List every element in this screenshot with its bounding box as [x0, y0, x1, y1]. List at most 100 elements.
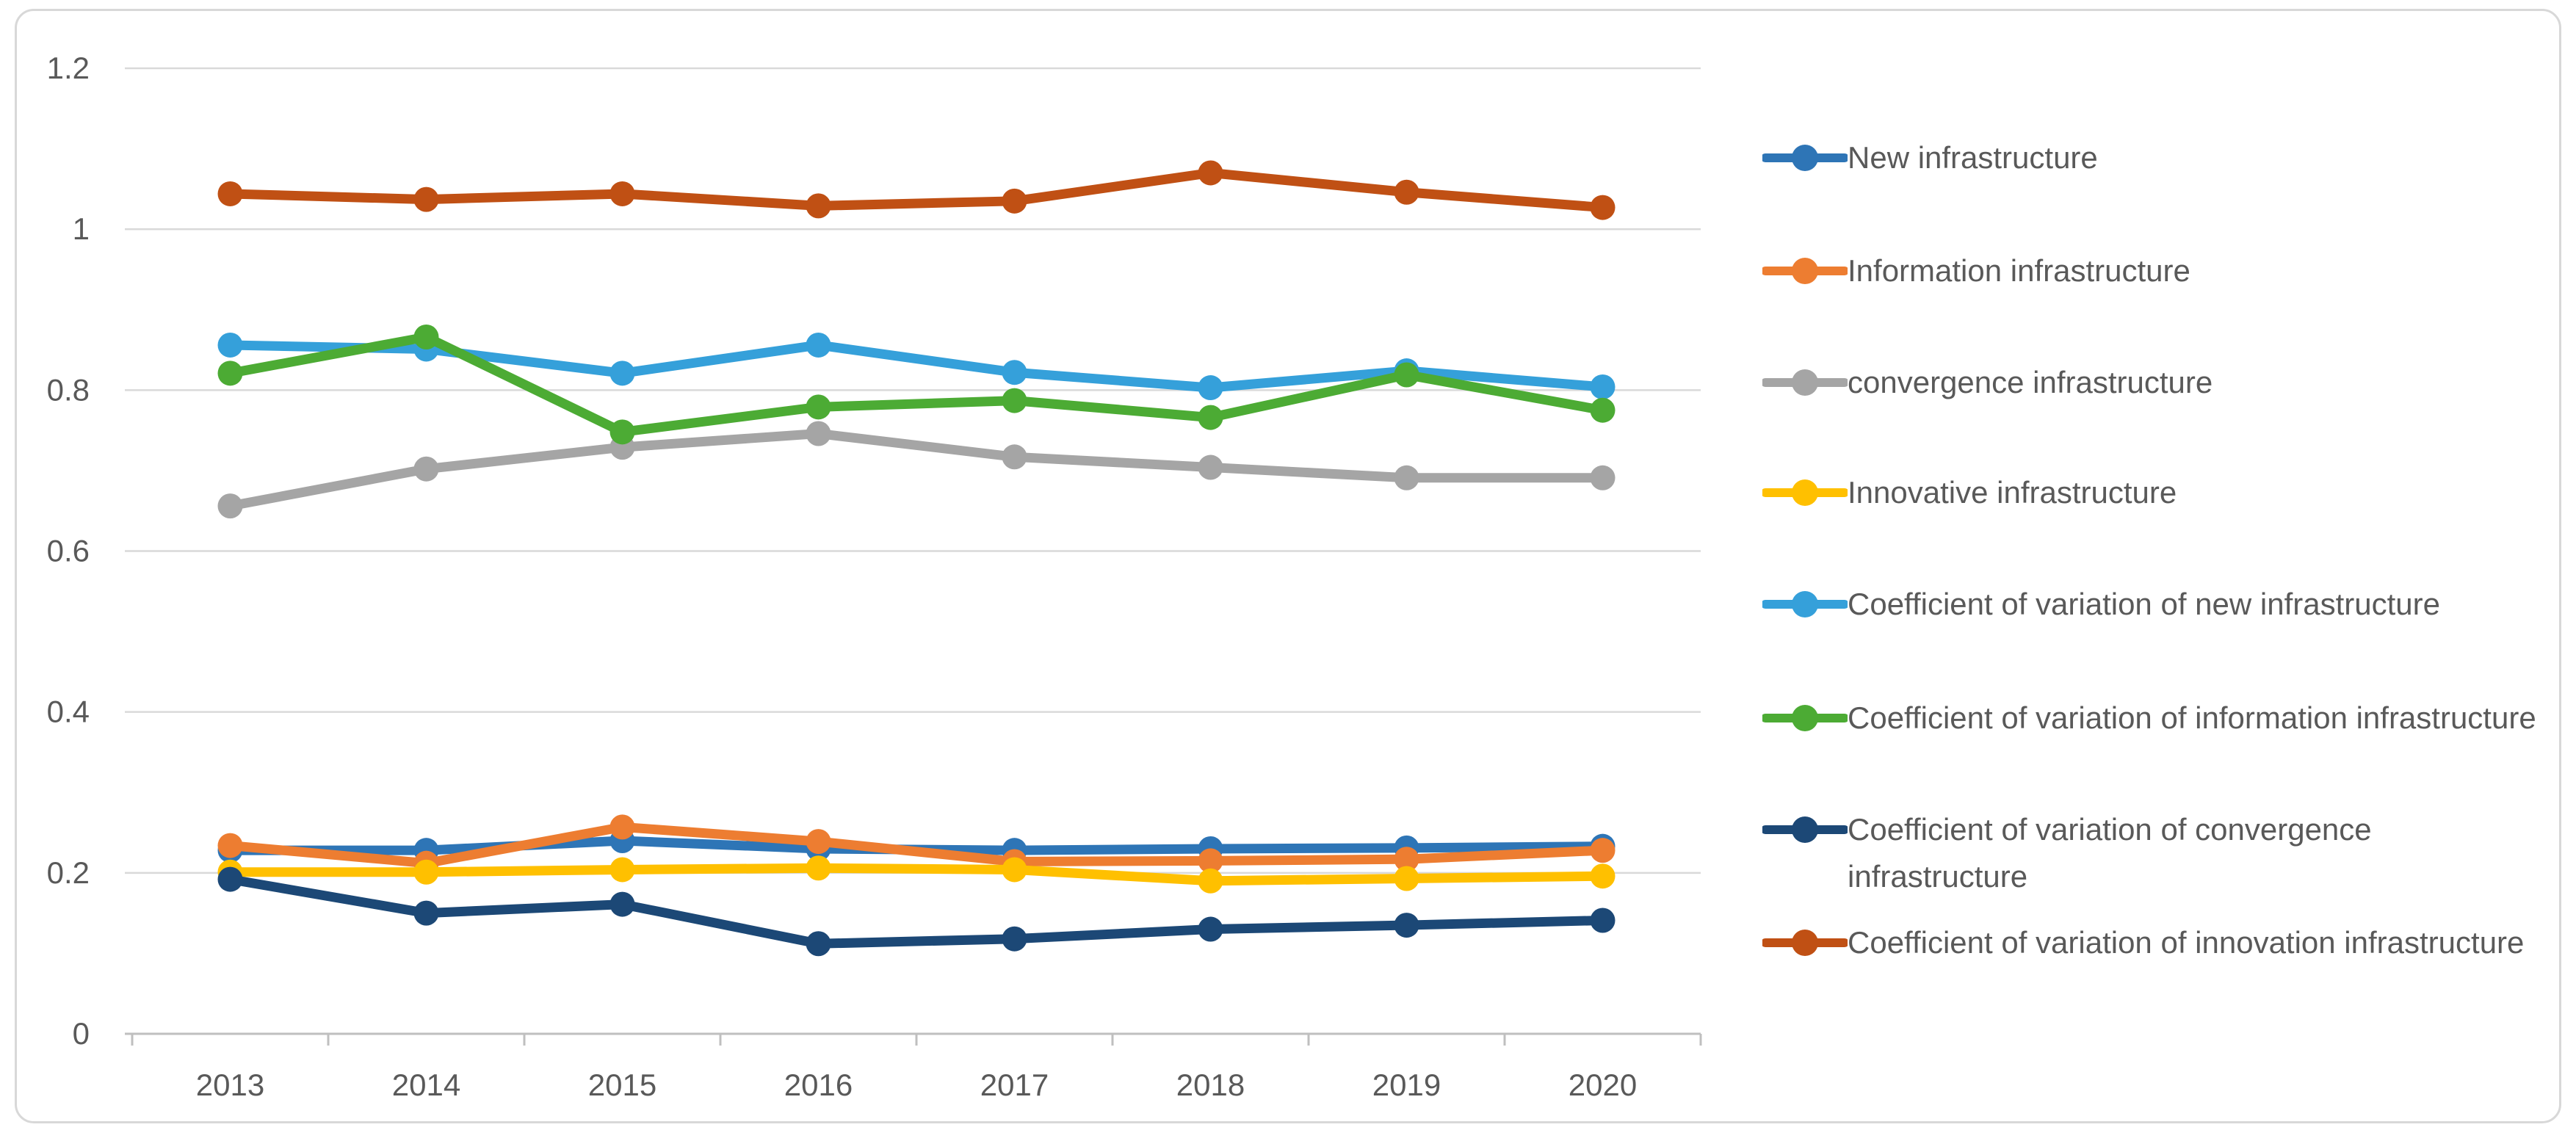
legend-label: Coefficient of variation of information …	[1848, 700, 2536, 735]
legend-item-convergence-infrastructure: convergence infrastructure	[1762, 359, 2545, 406]
data-point-innovative-infrastructure-2015	[609, 857, 635, 883]
x-tick-label-2019: 2019	[1372, 1068, 1441, 1102]
x-tick-label-2017: 2017	[980, 1068, 1049, 1102]
chart-legend: New infrastructure Information infrastruc…	[1762, 0, 2555, 1141]
series-line-information-infrastructure	[225, 822, 1607, 869]
data-point-information-infrastructure-2013	[217, 833, 243, 858]
data-point-coefficient-of-variation-of-innovation-infrastructure-2014	[413, 186, 439, 212]
legend-marker-dot	[1792, 145, 1818, 171]
legend-marker-icon	[1762, 591, 1848, 617]
data-point-coefficient-of-variation-of-innovation-infrastructure-2015	[609, 181, 635, 206]
data-point-coefficient-of-variation-of-innovation-infrastructure-2019	[1394, 179, 1419, 205]
legend-label: Coefficient of variation of innovation i…	[1848, 925, 2525, 960]
legend-marker-icon	[1762, 816, 1848, 843]
data-point-coefficient-of-variation-of-convergence-infrastructure-2016	[806, 931, 831, 957]
legend-label: Coefficient of variation of new infrastr…	[1848, 587, 2440, 621]
data-point-coefficient-of-variation-of-information-infrastructure-2016	[806, 394, 831, 420]
legend-marker-icon	[1762, 479, 1848, 506]
data-point-coefficient-of-variation-of-new-infrastructure-2017	[1002, 360, 1027, 385]
data-point-convergence-infrastructure-2019	[1394, 465, 1419, 490]
data-point-coefficient-of-variation-of-innovation-infrastructure-2013	[217, 181, 243, 206]
y-tick-label-1: 1	[73, 211, 90, 246]
data-point-coefficient-of-variation-of-new-infrastructure-2016	[806, 332, 831, 358]
data-point-coefficient-of-variation-of-new-infrastructure-2013	[217, 332, 243, 358]
data-point-coefficient-of-variation-of-convergence-infrastructure-2020	[1590, 908, 1616, 933]
series-convergence-infrastructure	[217, 421, 1616, 519]
y-tick-label-0.8: 0.8	[47, 372, 90, 407]
legend-label: Coefficient of variation of convergence …	[1848, 812, 2372, 894]
series-group	[217, 160, 1616, 957]
series-line-convergence-infrastructure	[225, 429, 1607, 511]
data-point-coefficient-of-variation-of-information-infrastructure-2019	[1394, 362, 1419, 388]
y-tick-label-0.6: 0.6	[47, 534, 90, 568]
gridline-group	[125, 67, 1701, 874]
legend-marker-dot	[1792, 258, 1818, 284]
y-tick-label-1.2: 1.2	[47, 51, 90, 85]
x-tick-label-2015: 2015	[588, 1068, 656, 1102]
data-point-innovative-infrastructure-2014	[413, 859, 439, 885]
x-tick-label-2018: 2018	[1176, 1068, 1245, 1102]
data-point-convergence-infrastructure-2020	[1590, 465, 1616, 490]
data-point-innovative-infrastructure-2018	[1198, 868, 1223, 894]
legend-marker-dot	[1792, 479, 1818, 506]
data-point-innovative-infrastructure-2019	[1394, 866, 1419, 891]
data-point-convergence-infrastructure-2018	[1198, 454, 1223, 480]
legend-marker-dot	[1792, 369, 1818, 396]
legend-marker-dot	[1792, 816, 1818, 843]
data-point-convergence-infrastructure-2014	[413, 456, 439, 482]
y-tick-label-0.2: 0.2	[47, 855, 90, 890]
series-line-coefficient-of-variation-of-convergence-infrastructure	[225, 874, 1607, 949]
data-point-information-infrastructure-2018	[1198, 848, 1223, 874]
data-point-information-infrastructure-2015	[609, 814, 635, 840]
data-point-coefficient-of-variation-of-information-infrastructure-2013	[217, 361, 243, 386]
data-point-coefficient-of-variation-of-information-infrastructure-2014	[413, 325, 439, 350]
legend-item-new-infrastructure: New infrastructure	[1762, 134, 2545, 181]
legend-label: New infrastructure	[1848, 140, 2098, 175]
data-point-information-infrastructure-2019	[1394, 847, 1419, 872]
data-point-information-infrastructure-2016	[806, 829, 831, 855]
legend-marker-icon	[1762, 705, 1848, 731]
data-point-coefficient-of-variation-of-innovation-infrastructure-2017	[1002, 188, 1027, 214]
data-point-coefficient-of-variation-of-convergence-infrastructure-2013	[217, 866, 243, 892]
data-point-coefficient-of-variation-of-information-infrastructure-2015	[609, 419, 635, 445]
x-tick-labels: 2013 2014 2015 2016 2017 2018 2019 2020	[196, 1068, 1637, 1102]
legend-marker-icon	[1762, 258, 1848, 284]
series-line-coefficient-of-variation-of-information-infrastructure	[225, 332, 1607, 437]
series-line-innovative-infrastructure	[225, 863, 1607, 886]
legend-marker-dot	[1792, 930, 1818, 956]
y-tick-label-0.4: 0.4	[47, 695, 90, 729]
series-coefficient-of-variation-of-information-infrastructure	[217, 325, 1616, 445]
legend-marker-icon	[1762, 369, 1848, 396]
data-point-coefficient-of-variation-of-new-infrastructure-2018	[1198, 375, 1223, 401]
x-tick-label-2013: 2013	[196, 1068, 264, 1102]
data-point-coefficient-of-variation-of-convergence-infrastructure-2018	[1198, 916, 1223, 942]
data-point-innovative-infrastructure-2020	[1590, 863, 1616, 889]
data-point-coefficient-of-variation-of-convergence-infrastructure-2014	[413, 900, 439, 926]
data-point-coefficient-of-variation-of-innovation-infrastructure-2016	[806, 193, 831, 219]
legend-label: convergence infrastructure	[1848, 365, 2213, 399]
series-coefficient-of-variation-of-convergence-infrastructure	[217, 866, 1616, 957]
legend-marker-icon	[1762, 145, 1848, 171]
data-point-coefficient-of-variation-of-information-infrastructure-2018	[1198, 405, 1223, 430]
data-point-innovative-infrastructure-2016	[806, 855, 831, 881]
legend-item-coefficient-of-variation-of-innovation-infrastructure: Coefficient of variation of innovation i…	[1762, 919, 2545, 966]
data-point-coefficient-of-variation-of-new-infrastructure-2020	[1590, 374, 1616, 399]
data-point-coefficient-of-variation-of-convergence-infrastructure-2015	[609, 891, 635, 917]
data-point-coefficient-of-variation-of-innovation-infrastructure-2020	[1590, 195, 1616, 220]
legend-item-coefficient-of-variation-of-information-infrastructure: Coefficient of variation of information …	[1762, 695, 2545, 742]
data-point-convergence-infrastructure-2017	[1002, 444, 1027, 470]
legend-label: Information infrastructure	[1848, 253, 2190, 288]
data-point-coefficient-of-variation-of-new-infrastructure-2015	[609, 361, 635, 386]
legend-item-coefficient-of-variation-of-new-infrastructure: Coefficient of variation of new infrastr…	[1762, 581, 2545, 628]
data-point-coefficient-of-variation-of-information-infrastructure-2020	[1590, 397, 1616, 423]
y-tick-label-0: 0	[73, 1016, 90, 1051]
legend-item-information-infrastructure: Information infrastructure	[1762, 247, 2545, 294]
legend-marker-dot	[1792, 705, 1818, 731]
data-point-coefficient-of-variation-of-information-infrastructure-2017	[1002, 388, 1027, 413]
x-axis-group	[125, 1032, 1702, 1046]
legend-marker-icon	[1762, 930, 1848, 956]
legend-marker-dot	[1792, 591, 1818, 617]
data-point-coefficient-of-variation-of-innovation-infrastructure-2018	[1198, 160, 1223, 186]
